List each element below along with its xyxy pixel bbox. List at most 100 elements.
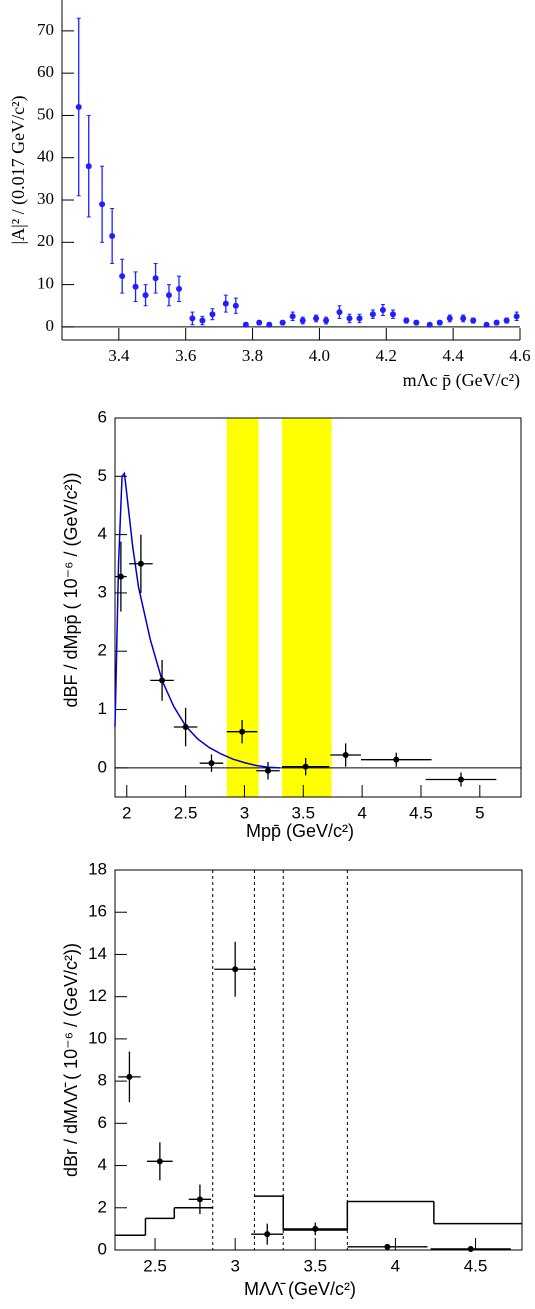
data-point xyxy=(513,313,520,320)
data-point xyxy=(446,315,453,322)
data-point xyxy=(413,319,420,326)
y-tick-label: 60 xyxy=(37,62,54,81)
x-tick-label: 3 xyxy=(230,1256,239,1275)
data-point xyxy=(196,1196,203,1203)
y-tick-label: 70 xyxy=(37,20,54,39)
y-tick-label: 3 xyxy=(98,582,107,601)
x-axis-label: mΛc p̄ (GeV/c²) xyxy=(403,370,520,391)
data-point xyxy=(152,275,159,282)
data-point xyxy=(369,311,376,318)
data-point xyxy=(199,317,206,324)
y-tick-label: 2 xyxy=(98,641,107,660)
y-axis-label: dBr / dMΛΛ̄ ( 10⁻⁶ / (GeV/c²)) xyxy=(61,943,81,1177)
x-tick-label: 2.5 xyxy=(143,1256,167,1275)
x-tick-label: 3.4 xyxy=(108,346,130,365)
x-tick-label: 4.5 xyxy=(409,803,433,822)
y-tick-label: 4 xyxy=(98,524,107,543)
y-tick-label: 0 xyxy=(46,316,55,335)
data-point xyxy=(132,283,139,290)
data-point xyxy=(299,317,306,324)
y-tick-label: 18 xyxy=(88,859,107,878)
data-point xyxy=(313,315,320,322)
y-tick-label: 20 xyxy=(37,231,54,250)
y-tick-label: 5 xyxy=(98,466,107,485)
data-point xyxy=(483,321,490,328)
x-tick-label: 2.5 xyxy=(174,803,198,822)
data-point xyxy=(312,1225,319,1232)
data-point xyxy=(256,319,263,326)
y-tick-label: 14 xyxy=(88,944,107,963)
data-point xyxy=(209,311,216,318)
frame xyxy=(114,417,522,798)
x-tick-label: 4.6 xyxy=(509,346,530,365)
x-tick-label: 4.0 xyxy=(309,346,330,365)
data-point xyxy=(266,321,273,328)
data-point xyxy=(460,315,467,322)
data-point xyxy=(470,317,477,324)
y-tick-label: 10 xyxy=(88,1028,107,1047)
y-tick-label: 1 xyxy=(98,699,107,718)
data-point xyxy=(457,776,464,783)
fit-curve xyxy=(114,471,280,769)
x-tick-label: 4 xyxy=(357,803,366,822)
data-point xyxy=(384,1243,391,1250)
data-point xyxy=(182,724,189,731)
y-tick-label: 10 xyxy=(37,274,54,293)
data-point xyxy=(165,292,172,299)
x-tick-label: 4.4 xyxy=(443,346,465,365)
x-tick-label: 3.5 xyxy=(303,1256,327,1275)
data-point xyxy=(336,309,343,316)
data-point xyxy=(232,966,239,973)
data-point xyxy=(302,763,309,770)
data-point xyxy=(156,1158,163,1165)
y-tick-label: 8 xyxy=(98,1071,107,1090)
x-tick-label: 3.5 xyxy=(291,803,315,822)
x-axis-label: MΛΛ̄ (GeV/c²) xyxy=(244,1279,356,1299)
data-point xyxy=(493,319,500,326)
data-point xyxy=(467,1245,474,1252)
data-point xyxy=(279,319,286,326)
frame xyxy=(114,869,523,1251)
data-point xyxy=(109,232,116,239)
data-point xyxy=(393,756,400,763)
data-point xyxy=(242,321,249,328)
data-point xyxy=(342,752,349,759)
data-point xyxy=(117,573,124,580)
y-axis-label: dBF / dMpp̄ ( 10⁻⁶ / (GeV/c²)) xyxy=(61,473,81,708)
data-point xyxy=(426,321,433,328)
data-point xyxy=(323,317,330,324)
y-tick-label: 2 xyxy=(98,1197,107,1216)
x-tick-label: 2 xyxy=(122,803,131,822)
data-point xyxy=(126,1073,133,1080)
data-point xyxy=(137,560,144,567)
data-point xyxy=(289,313,296,320)
data-point xyxy=(436,319,443,326)
y-tick-label: 6 xyxy=(98,1113,107,1132)
data-point xyxy=(159,677,166,684)
data-point xyxy=(222,300,229,307)
data-point xyxy=(189,315,196,322)
data-point xyxy=(85,163,92,170)
y-tick-label: 30 xyxy=(37,189,54,208)
data-point xyxy=(264,1231,271,1238)
x-tick-label: 3.6 xyxy=(175,346,196,365)
y-tick-label: 0 xyxy=(98,757,107,776)
y-tick-label: 16 xyxy=(88,902,107,921)
data-point xyxy=(142,292,149,299)
band xyxy=(282,418,332,797)
data-point xyxy=(264,767,271,774)
x-tick-label: 4 xyxy=(391,1256,400,1275)
x-tick-label: 4.2 xyxy=(376,346,397,365)
y-tick-label: 0 xyxy=(98,1239,107,1258)
x-tick-label: 4.5 xyxy=(464,1256,488,1275)
data-point xyxy=(239,728,246,735)
y-tick-label: 12 xyxy=(88,986,107,1005)
y-tick-label: 4 xyxy=(98,1155,107,1174)
data-point xyxy=(208,760,215,767)
data-point xyxy=(356,315,363,322)
data-point xyxy=(119,273,126,280)
y-tick-label: 6 xyxy=(98,407,107,426)
data-point xyxy=(346,315,353,322)
